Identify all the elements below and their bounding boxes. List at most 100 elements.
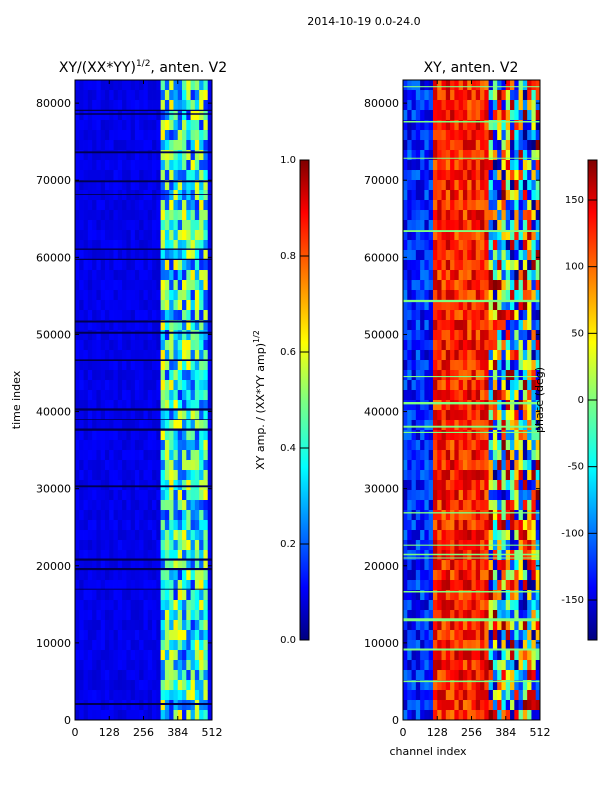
heatmap-cell [462, 250, 468, 261]
heatmap-cell [531, 510, 537, 521]
heatmap-cell [454, 210, 460, 221]
heatmap-cell [527, 320, 532, 331]
heatmap-cell [164, 510, 170, 521]
heatmap-cell [420, 270, 425, 281]
heatmap-cell [535, 80, 540, 91]
heatmap-cell [484, 410, 490, 421]
heatmap-cell [203, 450, 209, 461]
heatmap-cell [518, 650, 524, 661]
heatmap-cell [156, 500, 162, 511]
heatmap-cell [117, 180, 123, 191]
heatmap-cell [169, 510, 174, 521]
heatmap-cell [186, 630, 191, 641]
heatmap-cell [467, 220, 472, 231]
heatmap-cell [514, 370, 519, 381]
heatmap-cell [403, 180, 408, 191]
heatmap-cell [139, 230, 144, 241]
heatmap-cell [139, 310, 144, 321]
heatmap-cell [424, 700, 430, 711]
heatmap-cell [480, 200, 485, 211]
heatmap-cell [428, 480, 434, 491]
heatmap-cell [199, 320, 204, 331]
heatmap-cell [441, 600, 447, 611]
heatmap-cell [462, 220, 468, 231]
heatmap-cell [147, 480, 153, 491]
heatmap-cell [514, 420, 519, 431]
heatmap-cell [420, 660, 425, 671]
heatmap-cell [424, 490, 430, 501]
heatmap-cell [458, 460, 464, 471]
heatmap-cell [424, 650, 430, 661]
heatmap-cell [190, 90, 196, 101]
heatmap-cell [122, 600, 127, 611]
heatmap-cell [488, 440, 494, 451]
heatmap-cell [130, 660, 136, 671]
heatmap-cell [462, 320, 468, 331]
heatmap-cell [492, 510, 498, 521]
heatmap-cell [177, 220, 183, 231]
heatmap-cell [152, 240, 157, 251]
heatmap-cell [471, 390, 477, 401]
heatmap-cell [522, 110, 528, 121]
heatmap-cell [143, 240, 149, 251]
heatmap-cell [207, 150, 212, 161]
heatmap-cell [156, 660, 162, 671]
heatmap-cell [445, 660, 451, 671]
heatmap-cell [454, 190, 460, 201]
heatmap-cell [458, 350, 464, 361]
heatmap-cell [156, 240, 162, 251]
heatmap-cell [518, 280, 524, 291]
heatmap-cell [497, 210, 502, 221]
heatmap-cell [104, 580, 110, 591]
heatmap-cell [160, 490, 166, 501]
heatmap-cell [535, 480, 540, 491]
heatmap-cell [514, 350, 519, 361]
heatmap-cell [87, 340, 93, 351]
heatmap-cell [492, 110, 498, 121]
heatmap-cell [152, 190, 157, 201]
heatmap-cell [415, 430, 421, 441]
heatmap-cell [160, 480, 166, 491]
heatmap-cell [497, 490, 502, 501]
heatmap-cell [92, 320, 97, 331]
heatmap-cell [87, 260, 93, 271]
heatmap-cell [75, 320, 80, 331]
heatmap-cell [96, 140, 102, 151]
heatmap-cell [484, 510, 490, 521]
heatmap-cell [432, 390, 438, 401]
heatmap-cell [164, 180, 170, 191]
heatmap-cell [160, 110, 166, 121]
heatmap-cell [177, 320, 183, 331]
heatmap-cell [454, 250, 460, 261]
heatmap-cell [501, 170, 507, 181]
heatmap-cell [160, 330, 166, 341]
heatmap-cell [122, 400, 127, 411]
heatmap-cell [462, 110, 468, 121]
heatmap-cell [445, 480, 451, 491]
heatmap-cell [96, 80, 102, 91]
heatmap-cell [420, 480, 425, 491]
heatmap-cell [407, 170, 412, 181]
heatmap-cell [203, 240, 209, 251]
heatmap-cell [207, 540, 212, 551]
heatmap-cell [522, 630, 528, 641]
heatmap-cell [484, 520, 490, 531]
heatmap-cell [199, 90, 204, 101]
heatmap-cell [104, 90, 110, 101]
heatmap-cell [415, 100, 421, 111]
heatmap-cell [87, 100, 93, 111]
heatmap-cell [411, 610, 417, 621]
heatmap-cell [445, 220, 451, 231]
heatmap-cell [480, 460, 485, 471]
heatmap-cell [130, 440, 136, 451]
heatmap-cell [122, 590, 127, 601]
heatmap-cell [122, 110, 127, 121]
heatmap-cell [79, 420, 84, 431]
heatmap-cell [471, 270, 477, 281]
heatmap-cell [403, 500, 408, 511]
heatmap-cell [160, 450, 166, 461]
heatmap-cell [96, 450, 102, 461]
heatmap-cell [531, 620, 537, 631]
heatmap-cell [169, 450, 174, 461]
heatmap-cell [424, 410, 430, 421]
